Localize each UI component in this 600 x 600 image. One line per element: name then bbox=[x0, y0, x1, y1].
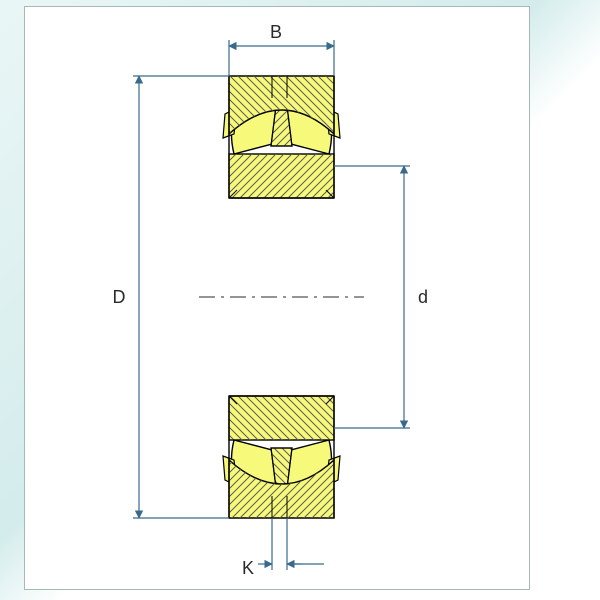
inner-ring-bottom bbox=[229, 396, 334, 440]
label-d: d bbox=[418, 287, 428, 307]
bearing-diagram: D d B K bbox=[24, 6, 528, 588]
inner-ring-top bbox=[229, 154, 334, 198]
label-D: D bbox=[113, 287, 126, 307]
label-B: B bbox=[270, 22, 282, 42]
label-K: K bbox=[242, 558, 254, 578]
